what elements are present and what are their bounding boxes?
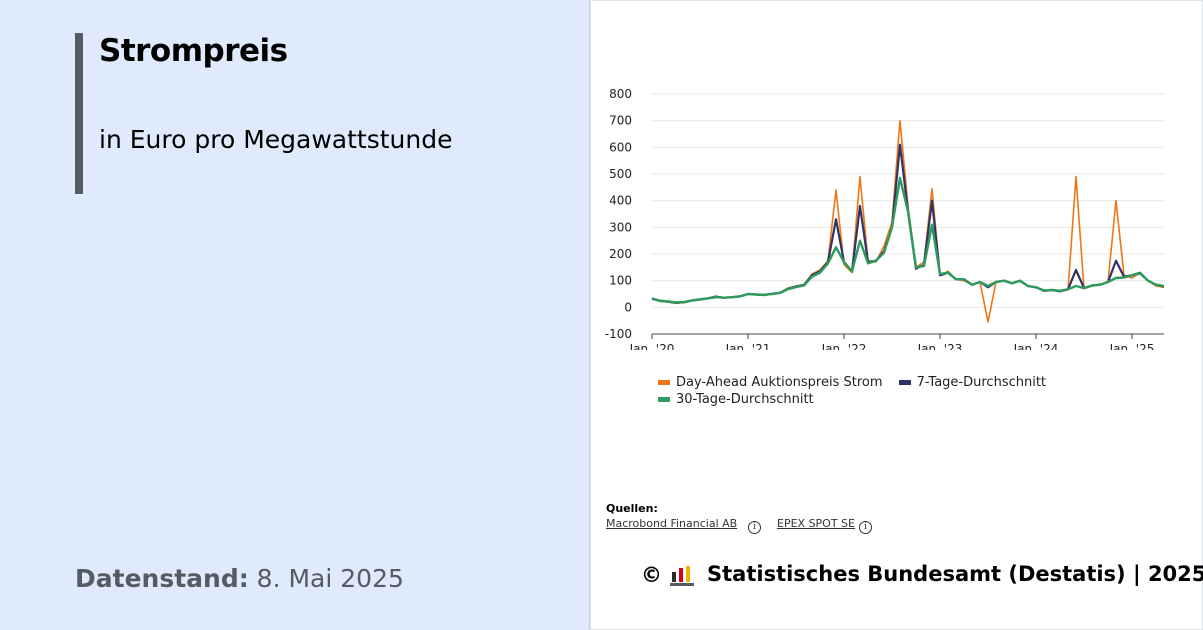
sources-label: Quellen: <box>606 502 658 515</box>
page-subtitle: in Euro pro Megawattstunde <box>99 125 453 154</box>
y-tick-label: 0 <box>624 300 632 314</box>
data-date-label: Datenstand: <box>75 564 249 593</box>
page-title: Strompreis <box>99 33 288 69</box>
legend-label-7-day: 7-Tage-Durchschnitt <box>916 375 1047 390</box>
destatis-logo <box>670 566 694 586</box>
y-tick-label: 200 <box>609 247 632 261</box>
info-icon[interactable]: i <box>859 521 872 534</box>
y-tick-label: 800 <box>609 87 632 101</box>
title-accent-bar <box>75 33 83 194</box>
x-tick-label: Jan. '25 <box>1109 342 1155 350</box>
price-chart: -100 0 100 200 300 400 500 600 700 800 Jan. '20 Jan… <box>605 87 1165 350</box>
y-tick-label: 700 <box>609 114 632 128</box>
y-tick-label: 500 <box>609 167 632 181</box>
chart-legend: Day-Ahead Auktionspreis Strom 7-Tage-Dur… <box>658 374 1078 408</box>
y-tick-label: 600 <box>609 140 632 154</box>
legend-item-30-day[interactable]: 30-Tage-Durchschnitt <box>658 391 814 408</box>
copyright-symbol: © <box>641 563 662 587</box>
series-line <box>651 176 1165 304</box>
y-tick-label: 300 <box>609 220 632 234</box>
series-line <box>651 119 1165 323</box>
source-link-macrobond[interactable]: Macrobond Financial AB <box>606 517 738 530</box>
left-panel <box>0 0 590 630</box>
x-tick-label: Jan. '24 <box>1013 342 1059 350</box>
data-date: Datenstand: 8. Mai 2025 <box>75 564 404 593</box>
source-link-epex[interactable]: EPEX SPOT SE <box>777 517 855 530</box>
legend-swatch-day-ahead <box>658 380 670 385</box>
x-tick-label: Jan. '20 <box>629 342 675 350</box>
footer-credit: Statistisches Bundesamt (Destatis) | 202… <box>707 562 1203 586</box>
legend-item-day-ahead[interactable]: Day-Ahead Auktionspreis Strom <box>658 374 883 391</box>
x-tick-label: Jan. '23 <box>917 342 963 350</box>
legend-swatch-30-day <box>658 397 670 402</box>
data-date-value: 8. Mai 2025 <box>256 564 404 593</box>
y-tick-label: 100 <box>609 274 632 288</box>
y-tick-label: -100 <box>605 327 632 341</box>
y-tick-label: 400 <box>609 194 632 208</box>
legend-item-7-day[interactable]: 7-Tage-Durchschnitt <box>898 374 1047 391</box>
legend-swatch-7-day <box>898 380 911 385</box>
info-icon[interactable]: i <box>748 521 761 534</box>
legend-label-day-ahead: Day-Ahead Auktionspreis Strom <box>676 375 883 390</box>
x-tick-label: Jan. '21 <box>725 342 771 350</box>
series-line <box>651 143 1165 304</box>
legend-label-30-day: 30-Tage-Durchschnitt <box>676 392 814 407</box>
x-tick-label: Jan. '22 <box>821 342 867 350</box>
